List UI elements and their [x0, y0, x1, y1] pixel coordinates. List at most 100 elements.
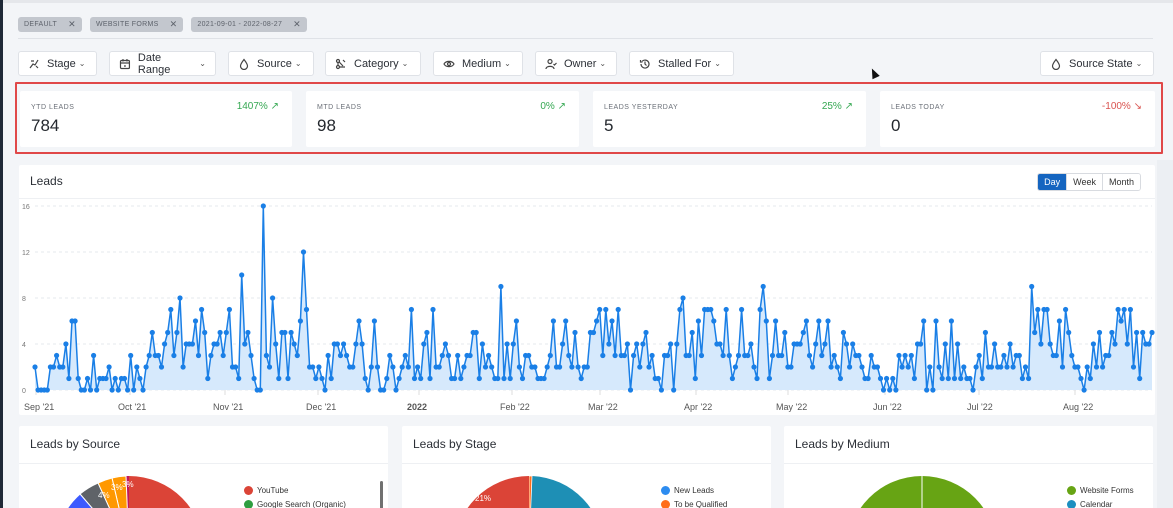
kpi-label: LEADS TODAY	[891, 104, 945, 111]
chip-label: WEBSITE FORMS	[95, 21, 159, 28]
source-pie-chart: 4% 3% 3%	[67, 475, 191, 508]
droplet-icon	[1051, 58, 1061, 70]
divider	[18, 38, 1153, 39]
leads-by-medium-panel: Leads by Medium Website Forms Calendar	[784, 426, 1153, 508]
medium-legend: Website Forms Calendar	[1067, 483, 1134, 508]
panel-title: Leads by Medium	[795, 437, 890, 451]
legend-scrollbar[interactable]	[380, 481, 383, 508]
stage-filter-button[interactable]: Stage ⌄	[18, 51, 97, 76]
category-icon	[335, 58, 346, 69]
owner-filter-button[interactable]: Owner ⌄	[535, 51, 617, 76]
filter-label: Category	[354, 57, 399, 70]
svg-text:Mar '22: Mar '22	[588, 402, 618, 412]
kpi-change: 25% ↗	[821, 101, 853, 112]
svg-text:Apr '22: Apr '22	[684, 402, 712, 412]
legend-item[interactable]: To be Qualified	[661, 497, 727, 508]
chevron-down-icon: ⌄	[714, 59, 721, 68]
eye-icon	[443, 60, 455, 67]
filter-label: Stalled For	[658, 57, 712, 70]
kpi-value: 784	[31, 116, 60, 135]
period-day-button[interactable]: Day	[1038, 174, 1067, 190]
divider	[19, 198, 1155, 199]
divider	[402, 463, 771, 464]
leads-line-chart: 0 4 8 12 16 Sep '21 Oct '21 Nov '21 Dec '21 2022 F…	[22, 203, 1155, 412]
category-filter-button[interactable]: Category ⌄	[325, 51, 421, 76]
calendar-icon	[119, 58, 131, 69]
close-icon[interactable]: ✕	[293, 19, 301, 29]
filter-chip-website-forms: WEBSITE FORMS ✕	[89, 17, 184, 32]
chip-label: DEFAULT	[24, 21, 58, 28]
svg-text:Dec '21: Dec '21	[306, 402, 336, 412]
svg-text:16: 16	[22, 204, 30, 211]
filter-label: Source	[257, 57, 292, 70]
chevron-down-icon: ⌄	[78, 59, 86, 68]
svg-text:Jun '22: Jun '22	[873, 402, 902, 412]
kpi-mtd-leads: MTD LEADS 98 0% ↗	[306, 91, 579, 147]
source-state-filter-button[interactable]: Source State ⌄	[1040, 51, 1154, 76]
medium-pie-chart	[860, 476, 984, 508]
history-icon	[639, 58, 650, 69]
filter-chip-default: DEFAULT ✕	[18, 17, 82, 32]
filter-label: Medium	[462, 57, 502, 70]
trend-up-icon: ↗	[557, 101, 566, 112]
period-month-button[interactable]: Month	[1101, 174, 1140, 190]
close-icon[interactable]: ✕	[169, 19, 178, 29]
stage-pie-chart: 21%	[467, 475, 591, 508]
chevron-down-icon: ⌄	[599, 59, 607, 68]
kpi-value: 98	[317, 116, 336, 135]
panel-title: Leads by Source	[30, 437, 121, 451]
trend-up-icon: ↗	[270, 101, 279, 112]
close-icon[interactable]: ✕	[68, 19, 76, 29]
active-filter-chips: DEFAULT ✕ WEBSITE FORMS ✕ 2021-09-01 - 2…	[18, 17, 307, 32]
legend-item[interactable]: Calendar	[1067, 497, 1134, 508]
kpi-ytd-leads: YTD LEADS 784 1407% ↗	[20, 91, 292, 147]
kpi-label: YTD LEADS	[31, 104, 75, 111]
filter-label: Stage	[47, 57, 76, 70]
svg-text:Jul '22: Jul '22	[967, 402, 993, 412]
svg-text:Sep '21: Sep '21	[24, 402, 54, 412]
chevron-down-icon: ⌄	[294, 59, 302, 68]
chevron-down-icon: ⌄	[1135, 59, 1143, 68]
leads-by-source-panel: Leads by Source 4% 3% 3% YouTube Google …	[19, 426, 388, 508]
filter-label: Source State	[1069, 57, 1133, 70]
svg-text:Feb '22: Feb '22	[500, 402, 530, 412]
source-legend: YouTube Google Search (Organic)	[244, 483, 346, 508]
svg-text:Aug '22: Aug '22	[1063, 402, 1093, 412]
kpi-value: 0	[891, 116, 901, 135]
svg-text:4%: 4%	[98, 491, 110, 500]
medium-filter-button[interactable]: Medium ⌄	[433, 51, 523, 76]
svg-text:3%: 3%	[111, 483, 123, 492]
svg-text:3%: 3%	[122, 480, 134, 489]
divider	[784, 463, 1153, 464]
date-range-filter-button[interactable]: Date Range ⌄	[109, 51, 216, 76]
filter-label: Owner	[564, 57, 597, 70]
chart-title: Leads	[30, 174, 63, 188]
svg-text:8: 8	[22, 296, 26, 303]
svg-text:Oct '21: Oct '21	[118, 402, 146, 412]
kpi-label: MTD LEADS	[317, 104, 362, 111]
kpi-label: LEADS YESTERDAY	[604, 104, 679, 111]
period-week-button[interactable]: Week	[1066, 174, 1102, 190]
kpi-change: 0% ↗	[540, 101, 566, 112]
filter-chip-date-range: 2021-09-01 - 2022-08-27 ✕	[191, 17, 307, 32]
stage-icon	[29, 59, 39, 68]
legend-item[interactable]: YouTube	[244, 483, 346, 497]
filter-label: Date Range	[137, 51, 171, 76]
stalled-for-filter-button[interactable]: Stalled For ⌄	[629, 51, 734, 76]
legend-item[interactable]: Google Search (Organic)	[244, 497, 346, 508]
leads-by-stage-panel: Leads by Stage 21% New Leads To be Quali…	[402, 426, 771, 508]
stage-legend: New Leads To be Qualified	[661, 483, 727, 508]
kpi-highlight-frame	[15, 82, 1163, 154]
svg-text:2022: 2022	[407, 402, 427, 412]
kpi-value: 5	[604, 116, 614, 135]
droplet-icon	[239, 58, 249, 70]
legend-item[interactable]: New Leads	[661, 483, 727, 497]
source-filter-button[interactable]: Source ⌄	[228, 51, 314, 76]
svg-text:Nov '21: Nov '21	[213, 402, 243, 412]
user-icon	[545, 58, 557, 69]
trend-up-icon: ↗	[844, 101, 853, 112]
trend-down-icon: ↘	[1133, 101, 1142, 112]
page-margin	[1157, 160, 1173, 508]
kpi-leads-yesterday: LEADS YESTERDAY 5 25% ↗	[593, 91, 866, 147]
legend-item[interactable]: Website Forms	[1067, 483, 1134, 497]
